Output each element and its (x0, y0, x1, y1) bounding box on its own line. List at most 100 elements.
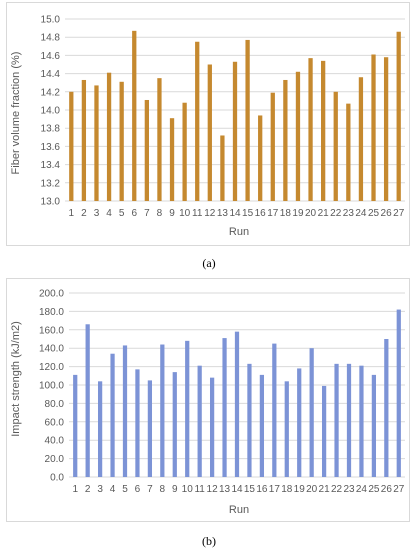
x-tick-label: 4 (106, 208, 112, 219)
x-tick-label: 22 (331, 484, 343, 495)
bar-run-11 (195, 41, 200, 201)
bar-run-22 (334, 363, 339, 477)
x-tick-label: 9 (172, 484, 178, 495)
y-tick-label: 13.4 (41, 160, 61, 171)
fiber-volume-chart: 13.0 13.2 13.4 13.6 13.8 14.0 14.2 14.4 14.6 14.8… (10, 15, 405, 238)
bar-run-27 (396, 309, 401, 477)
x-tick-label: 15 (244, 484, 256, 495)
y-tick-label: 13.6 (41, 142, 61, 153)
bar-run-20 (309, 348, 314, 477)
x-tick-label: 26 (381, 208, 393, 219)
bar-run-15 (245, 39, 250, 202)
x-tick-label: 11 (194, 484, 205, 495)
bar-run-21 (321, 60, 326, 201)
y-tick-label: 40.0 (45, 436, 65, 447)
x-tick-label: 27 (393, 208, 405, 219)
bar-run-23 (346, 363, 352, 477)
x-tick-label: 24 (356, 484, 368, 495)
x-tick-label: 2 (81, 208, 87, 219)
y-tick-label: 14.6 (41, 51, 61, 62)
x-tick-label: 26 (381, 484, 393, 495)
bar-run-6 (135, 369, 140, 477)
x-tick-label: 18 (281, 484, 293, 495)
bar-run-26 (383, 57, 389, 201)
y-tick-label: 180.0 (39, 307, 64, 318)
x-tick-label: 21 (319, 484, 331, 495)
x-tick-label: 16 (256, 484, 268, 495)
x-tick-label: 25 (368, 208, 380, 219)
bar-run-6 (132, 30, 137, 201)
x-tick-label: 7 (147, 484, 153, 495)
bar-run-13 (220, 135, 225, 201)
x-tick-label: 14 (229, 208, 241, 219)
bar-run-14 (232, 61, 238, 201)
x-tick-label: 12 (204, 208, 216, 219)
bar-run-10 (185, 340, 190, 477)
bar-run-19 (297, 368, 302, 477)
x-tick-label: 27 (393, 484, 405, 495)
bars-b (73, 309, 401, 477)
bar-run-4 (106, 72, 112, 201)
y-tick-label: 0.0 (50, 473, 64, 484)
y-tick-label: 13.8 (41, 124, 61, 135)
y-tick-label: 60.0 (45, 417, 65, 428)
bar-run-4 (110, 353, 115, 477)
bar-run-17 (272, 343, 277, 477)
x-tick-label: 19 (294, 484, 306, 495)
caption-b: (b) (202, 534, 216, 548)
y-tick-label: 120.0 (39, 362, 64, 373)
chart-panel-b: 0.0 20.0 40.0 60.0 80.0 100.0 120.0 140.0 160.0 1… (0, 276, 418, 528)
x-tick-label: 22 (330, 208, 342, 219)
x-tick-label: 8 (160, 484, 166, 495)
x-tick-label: 3 (97, 484, 103, 495)
x-tick-label: 8 (157, 208, 163, 219)
bar-run-23 (346, 103, 351, 201)
bar-run-11 (197, 365, 202, 477)
bar-run-15 (247, 363, 252, 477)
bar-run-9 (169, 118, 175, 201)
x-tick-label: 20 (305, 208, 317, 219)
y-tick-label: 15.0 (41, 15, 61, 26)
y-tick-label: 13.2 (41, 178, 61, 189)
x-tick-label: 6 (131, 208, 137, 219)
bar-run-13 (222, 338, 227, 477)
bar-run-14 (234, 331, 240, 477)
bar-run-16 (258, 115, 263, 201)
bar-run-12 (207, 64, 212, 201)
bar-run-7 (147, 380, 153, 477)
bar-run-1 (73, 374, 78, 477)
x-tick-label: 23 (343, 484, 355, 495)
x-tick-label: 20 (306, 484, 318, 495)
x-tick-label: 19 (292, 208, 304, 219)
bar-run-8 (157, 78, 162, 201)
x-tick-label: 15 (242, 208, 254, 219)
y-tick-label: 200.0 (39, 289, 64, 300)
y-tick-label: 14.8 (41, 33, 61, 44)
bar-run-1 (69, 91, 74, 201)
y-tick-labels-b: 0.0 20.0 40.0 60.0 80.0 100.0 120.0 140.0 160.0 1… (39, 289, 64, 484)
bar-run-24 (359, 365, 364, 477)
bar-run-25 (371, 54, 376, 201)
bar-run-12 (209, 377, 215, 477)
x-tick-label: 6 (135, 484, 141, 495)
x-tick-label: 4 (110, 484, 116, 495)
x-tick-label: 16 (255, 208, 267, 219)
bar-run-7 (144, 99, 149, 201)
bar-run-27 (396, 31, 401, 201)
chart-panel-a: 13.0 13.2 13.4 13.6 13.8 14.0 14.2 14.4 14.6 14.8… (0, 0, 418, 248)
y-tick-labels-a: 13.0 13.2 13.4 13.6 13.8 14.0 14.2 14.4 14.6 14.8… (41, 15, 61, 208)
bar-run-26 (384, 339, 389, 477)
bar-run-9 (172, 372, 177, 477)
x-tick-label: 12 (207, 484, 219, 495)
bar-run-20 (308, 58, 313, 201)
x-axis-title-a: Run (229, 226, 249, 238)
bar-run-18 (283, 79, 288, 201)
x-tick-label: 3 (94, 208, 100, 219)
x-axis-title-b: Run (229, 504, 249, 516)
bar-run-16 (259, 374, 265, 477)
x-tick-label: 23 (343, 208, 355, 219)
x-tick-label: 13 (219, 484, 231, 495)
bar-run-5 (119, 81, 124, 201)
x-tick-label: 10 (179, 208, 191, 219)
